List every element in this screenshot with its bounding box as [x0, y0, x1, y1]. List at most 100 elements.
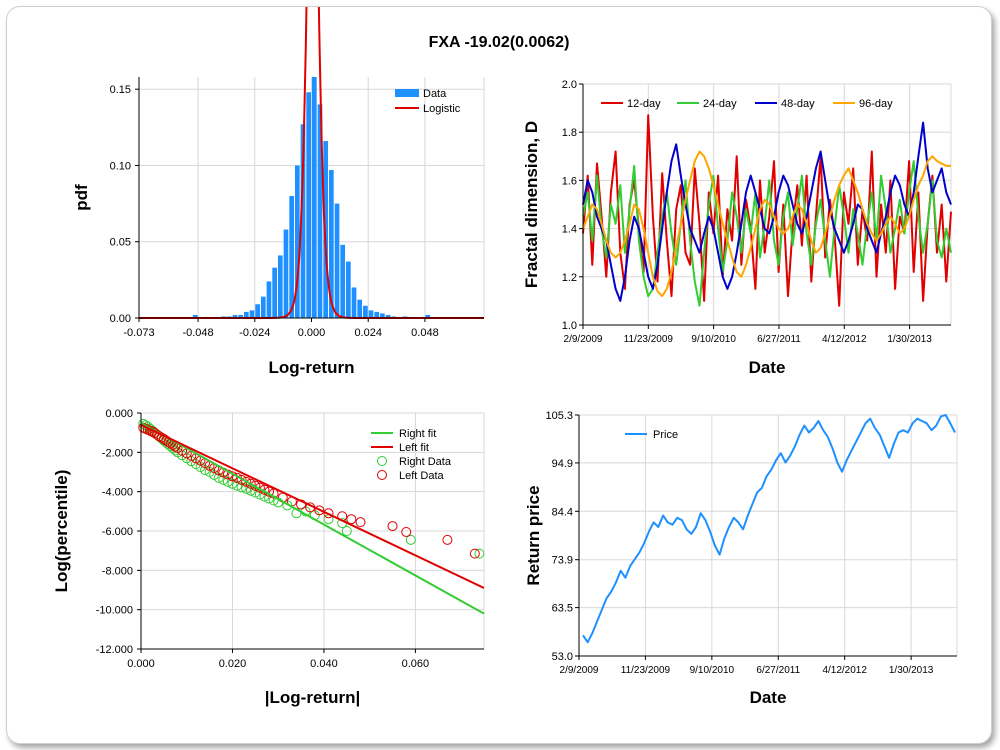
tail-left-data-point [245, 478, 256, 489]
pdf-y-tick-label: 0.00 [110, 313, 131, 325]
fractal-y-tick-label: 1.2 [562, 272, 577, 284]
pdf-x-tick-label: -0.024 [239, 327, 270, 339]
pdf-bar [374, 311, 380, 318]
price-y-tick-label: 94.9 [552, 458, 573, 470]
pdf-y-tick-label: 0.05 [110, 237, 131, 249]
price-x-tick-label: 9/10/2010 [690, 665, 735, 676]
tail-left-data-point [469, 548, 480, 559]
tail-right-data-point [405, 534, 416, 545]
fractal-legend-label-24-day: 24-day [703, 98, 737, 110]
pdf-bar [277, 255, 283, 318]
tail-legend-right-data-swatch [377, 456, 387, 466]
tail-y-tick-label: -10.000 [96, 605, 133, 617]
figure-frame: FXA -19.02(0.0062) 0.00 0.05 0.10 0.15 -0.07… [6, 0, 992, 744]
fractal-y-tick-label: 1.0 [562, 320, 577, 332]
tail-left-data-point [236, 474, 247, 485]
price-x-tick-label: 1/30/2013 [889, 665, 934, 676]
pdf-bar [425, 314, 431, 318]
fractal-legend-label-12-day: 12-day [627, 98, 661, 110]
pdf-x-tick-label: 0.024 [354, 327, 382, 339]
pdf-bar [238, 314, 243, 318]
pdf-bar [232, 314, 238, 318]
pdf-bar [363, 305, 368, 318]
tail-legend-label: Right fit [399, 428, 436, 440]
tail-y-tick-label: 0.000 [105, 408, 133, 420]
tail-left-data-point [346, 514, 357, 525]
price-y-tick-label: 63.5 [552, 603, 573, 615]
pdf-bar [260, 296, 266, 318]
tail-x-axis-label: |Log-return| [265, 688, 360, 707]
pdf-bar [385, 314, 391, 318]
tail-right-fit-line [140, 421, 485, 615]
pdf-bar [306, 92, 311, 318]
price-series-line [582, 414, 956, 644]
tail-right-data-point [341, 526, 352, 536]
pdf-legend-logistic-label: Logistic [423, 103, 461, 115]
pdf-bar [329, 170, 334, 318]
tail-legend-label: Left Data [399, 470, 445, 482]
pdf-x-tick-label: -0.048 [182, 327, 213, 339]
fractal-x-tick-label: 4/12/2012 [822, 334, 867, 345]
pdf-bar [283, 229, 289, 318]
pdf-legend-data-label: Data [423, 88, 447, 100]
fractal-y-tick-label: 1.4 [562, 224, 577, 236]
fractal-dimension-chart: 1.0 1.2 1.4 1.6 1.8 2.0 2/9/2009 11/23/2009 9/10… [522, 79, 952, 377]
tail-fit-chart: 0.000 -2.000 -4.000 -6.000 -8.000 -10.000 -12.… [52, 408, 485, 707]
pdf-y-axis-label: pdf [72, 184, 91, 211]
pdf-bar [368, 310, 374, 318]
price-y-axis-label: Return price [524, 485, 543, 585]
pdf-bar [249, 310, 255, 318]
tail-left-data-point [387, 521, 398, 532]
pdf-x-tick-label: -0.073 [123, 327, 154, 339]
price-x-tick-label: 2/9/2009 [560, 665, 599, 676]
fractal-x-tick-label: 2/9/2009 [564, 334, 603, 345]
price-x-tick-label: 11/23/2009 [621, 665, 671, 676]
fractal-y-axis-label: Fractal dimension, D [522, 121, 541, 288]
tail-right-data-point [170, 445, 181, 456]
pdf-y-tick-label: 0.15 [110, 84, 131, 96]
fractal-y-tick-label: 1.8 [562, 127, 577, 139]
pdf-bar [334, 203, 340, 318]
price-y-tick-label: 73.9 [552, 555, 573, 567]
tail-y-axis-label: Log(percentile) [52, 470, 71, 593]
tail-y-tick-label: -6.000 [102, 526, 133, 538]
tail-left-data-point [355, 517, 366, 528]
pdf-bar [380, 313, 385, 318]
tail-left-data-point [241, 476, 252, 487]
fractal-x-tick-label: 9/10/2010 [691, 334, 736, 345]
tail-left-data-point [401, 526, 412, 537]
tail-legend-label: Left fit [399, 442, 429, 454]
pdf-bar [294, 165, 300, 318]
pdf-x-tick-label: 0.048 [411, 327, 439, 339]
fractal-x-tick-label: 11/23/2009 [624, 334, 674, 345]
pdf-bar [351, 287, 357, 318]
tail-x-tick-label: 0.040 [310, 658, 338, 670]
fractal-legend-label-96-day: 96-day [859, 98, 893, 110]
figure-title: FXA -19.02(0.0062) [429, 34, 570, 51]
pdf-bar [346, 261, 351, 318]
figure-canvas: FXA -19.02(0.0062) 0.00 0.05 0.10 0.15 -0.07… [52, 0, 958, 707]
tail-left-data-point [250, 480, 261, 491]
tail-right-data-point [474, 548, 485, 559]
fractal-series-48-day [582, 121, 952, 302]
tail-legend-left-data-swatch [377, 470, 387, 480]
pdf-bar [357, 299, 363, 318]
pdf-bar [272, 267, 277, 318]
tail-y-tick-label: -4.000 [102, 487, 133, 499]
return-price-chart: 53.0 63.5 73.9 84.4 94.9 105.3 2/9/2009 11/23/2… [524, 410, 958, 707]
pdf-histogram-chart: 0.00 0.05 0.10 0.15 -0.073 -0.048 -0.024 0.000 0… [72, 0, 485, 377]
fractal-y-tick-label: 1.6 [562, 175, 577, 187]
pdf-bar [312, 77, 317, 318]
price-legend-label: Price [653, 429, 678, 441]
tail-left-fit-line [140, 423, 485, 589]
pdf-x-axis-label: Log-return [269, 358, 355, 377]
tail-legend-label: Right Data [399, 456, 452, 468]
pdf-bar [317, 104, 323, 319]
pdf-bar [266, 281, 272, 318]
fractal-x-axis-label: Date [749, 358, 786, 377]
pdf-legend-data-swatch [395, 89, 419, 97]
pdf-bar [289, 195, 294, 318]
tail-left-data-point [442, 534, 453, 545]
pdf-y-tick-label: 0.10 [110, 160, 131, 172]
price-x-tick-label: 6/27/2011 [756, 665, 800, 676]
